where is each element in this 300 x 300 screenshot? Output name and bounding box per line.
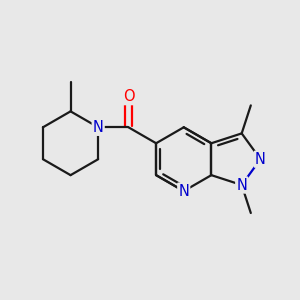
Text: O: O xyxy=(123,89,134,104)
Text: N: N xyxy=(236,178,247,193)
Text: N: N xyxy=(178,184,189,199)
Text: N: N xyxy=(93,120,104,135)
Text: N: N xyxy=(255,152,266,167)
